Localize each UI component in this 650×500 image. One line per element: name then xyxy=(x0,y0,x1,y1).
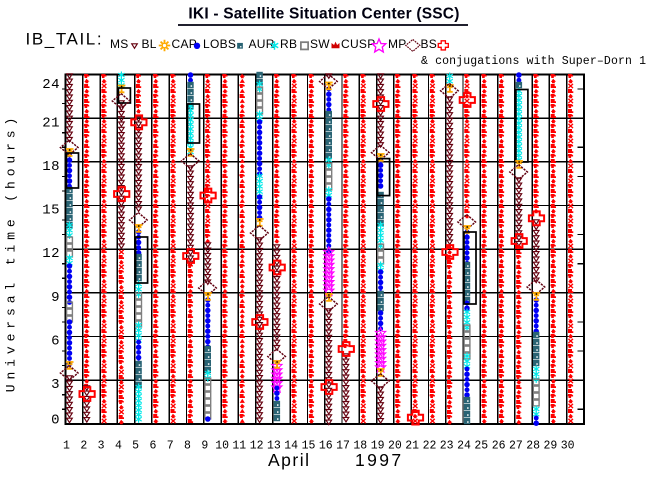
svg-text:CAP: CAP xyxy=(172,37,198,51)
svg-text:& conjugations with Super–Dorn: & conjugations with Super–Dorn 1 xyxy=(421,55,646,68)
svg-text:29: 29 xyxy=(543,440,557,453)
svg-text:MS: MS xyxy=(110,37,129,51)
svg-text:28: 28 xyxy=(526,440,540,453)
svg-text:13: 13 xyxy=(267,440,281,453)
svg-text:IKI - Satellite Situation Cent: IKI - Satellite Situation Center (SSC) xyxy=(188,6,459,23)
svg-text:April: April xyxy=(268,450,311,470)
svg-text:5: 5 xyxy=(132,440,139,453)
svg-text:21: 21 xyxy=(405,440,419,453)
svg-text:26: 26 xyxy=(492,440,506,453)
svg-text:BL: BL xyxy=(142,37,157,51)
svg-text:18: 18 xyxy=(42,159,60,175)
svg-text:17: 17 xyxy=(336,440,350,453)
svg-text:8: 8 xyxy=(184,440,191,453)
svg-text:16: 16 xyxy=(319,440,333,453)
svg-text:24: 24 xyxy=(42,77,60,93)
svg-text:SW: SW xyxy=(310,37,330,51)
svg-text:14: 14 xyxy=(284,440,298,453)
svg-text:25: 25 xyxy=(474,440,488,453)
svg-text:12: 12 xyxy=(250,440,264,453)
svg-text:LOBS: LOBS xyxy=(203,37,236,51)
svg-text:6: 6 xyxy=(51,334,60,350)
svg-text:Universal time (hours): Universal time (hours) xyxy=(4,113,19,392)
svg-text:19: 19 xyxy=(371,440,385,453)
svg-text:0: 0 xyxy=(51,413,60,429)
svg-text:CUSP: CUSP xyxy=(341,37,376,51)
svg-text:AUR: AUR xyxy=(249,37,275,51)
svg-text:27: 27 xyxy=(509,440,523,453)
svg-text:11: 11 xyxy=(232,440,246,453)
svg-text:1: 1 xyxy=(63,440,70,453)
svg-text:RB: RB xyxy=(280,37,297,51)
svg-text:23: 23 xyxy=(440,440,454,453)
svg-text:3: 3 xyxy=(98,440,105,453)
svg-text:9: 9 xyxy=(201,440,208,453)
svg-text:21: 21 xyxy=(42,115,60,131)
svg-text:30: 30 xyxy=(561,440,575,453)
svg-text:7: 7 xyxy=(167,440,174,453)
svg-text:22: 22 xyxy=(423,440,437,453)
svg-text:BS: BS xyxy=(421,37,438,51)
svg-text:12: 12 xyxy=(42,246,60,262)
svg-text:15: 15 xyxy=(42,203,60,219)
svg-text:IB_TAIL:: IB_TAIL: xyxy=(26,30,104,49)
svg-text:2: 2 xyxy=(80,440,87,453)
svg-text:9: 9 xyxy=(51,290,60,306)
svg-text:18: 18 xyxy=(353,440,367,453)
svg-text:24: 24 xyxy=(457,440,471,453)
svg-text:4: 4 xyxy=(115,440,122,453)
svg-text:1997: 1997 xyxy=(355,450,404,470)
svg-text:15: 15 xyxy=(302,440,316,453)
svg-text:3: 3 xyxy=(51,377,60,393)
svg-text:20: 20 xyxy=(388,440,402,453)
svg-text:6: 6 xyxy=(149,440,156,453)
svg-text:10: 10 xyxy=(215,440,229,453)
svg-text:MP: MP xyxy=(388,37,407,51)
